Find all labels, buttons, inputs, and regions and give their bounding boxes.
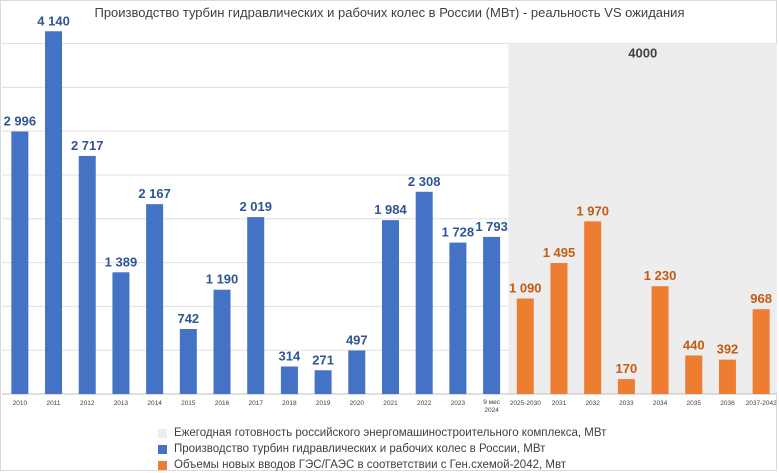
x-tick-label: 2012 bbox=[80, 400, 95, 407]
data-label: 314 bbox=[279, 348, 301, 363]
bar-production bbox=[483, 237, 500, 394]
bar-production bbox=[45, 31, 62, 394]
bar-plan bbox=[618, 379, 635, 394]
x-tick-label: 2010 bbox=[13, 400, 28, 407]
x-tick-label: 2021 bbox=[383, 400, 398, 407]
x-tick-label: 2014 bbox=[147, 400, 162, 407]
bar-production bbox=[315, 370, 332, 394]
x-tick-label: 2033 bbox=[619, 400, 634, 407]
x-tick-label: 2024 bbox=[484, 407, 499, 414]
legend-swatch-production bbox=[158, 445, 167, 454]
data-label: 2 167 bbox=[138, 186, 171, 201]
bar-production bbox=[112, 272, 129, 394]
data-label: 2 019 bbox=[239, 199, 272, 214]
data-label: 392 bbox=[717, 342, 739, 357]
x-tick-label: 2016 bbox=[215, 400, 230, 407]
data-label: 1 495 bbox=[543, 245, 576, 260]
bar-plan bbox=[719, 360, 736, 394]
bar-plan bbox=[584, 221, 601, 394]
data-label: 1 970 bbox=[576, 203, 609, 218]
bar-plan bbox=[685, 355, 702, 394]
bar-plan bbox=[550, 263, 567, 394]
legend-item-production: Производство турбин гидравлических и раб… bbox=[158, 441, 606, 457]
legend-swatch-capacity bbox=[158, 429, 167, 438]
x-tick-label: 2015 bbox=[181, 400, 196, 407]
data-label: 1 793 bbox=[475, 219, 508, 234]
bar-production bbox=[146, 204, 163, 394]
bar-production bbox=[382, 220, 399, 394]
data-label: 2 308 bbox=[408, 174, 441, 189]
legend-label-plan: Объемы новых вводов ГЭС/ГАЭС в соответст… bbox=[174, 459, 566, 471]
data-label: 1 230 bbox=[644, 268, 677, 283]
x-tick-label: 2020 bbox=[350, 400, 365, 407]
x-tick-label: 2025-2030 bbox=[510, 400, 541, 407]
x-tick-label: 2031 bbox=[552, 400, 567, 407]
bar-production bbox=[214, 290, 231, 394]
data-label: 4 140 bbox=[37, 13, 70, 28]
legend-item-capacity: Ежегодная готовность российского энергом… bbox=[158, 425, 606, 441]
data-label: 2 996 bbox=[4, 113, 37, 128]
bar-production bbox=[449, 243, 466, 394]
x-tick-label: 2018 bbox=[282, 400, 297, 407]
x-tick-label: 2035 bbox=[687, 400, 702, 407]
x-tick-label: 9 мес bbox=[483, 399, 501, 406]
data-label: 170 bbox=[616, 361, 638, 376]
x-tick-label: 2034 bbox=[653, 400, 668, 407]
bar-production bbox=[180, 329, 197, 394]
bar-plan bbox=[652, 286, 669, 394]
bar-production bbox=[281, 366, 298, 394]
data-label: 1 728 bbox=[442, 225, 475, 240]
bar-production bbox=[11, 131, 28, 394]
data-label: 1 984 bbox=[374, 202, 407, 217]
data-label: 968 bbox=[750, 291, 772, 306]
data-label: 742 bbox=[177, 311, 199, 326]
legend-item-plan: Объемы новых вводов ГЭС/ГАЭС в соответст… bbox=[158, 457, 606, 473]
data-label: 440 bbox=[683, 337, 705, 352]
bar-production bbox=[348, 350, 365, 394]
x-tick-label: 2037-2042 bbox=[746, 400, 777, 407]
legend-label-capacity: Ежегодная готовность российского энергом… bbox=[174, 427, 606, 439]
x-tick-label: 2022 bbox=[417, 400, 432, 407]
x-tick-label: 2036 bbox=[720, 400, 735, 407]
data-label: 1 190 bbox=[206, 272, 239, 287]
legend-label-production: Производство турбин гидравлических и раб… bbox=[174, 443, 545, 455]
x-tick-label: 2032 bbox=[585, 400, 600, 407]
x-tick-label: 2011 bbox=[47, 400, 61, 407]
x-tick-label: 2019 bbox=[316, 400, 331, 407]
x-tick-label: 2023 bbox=[451, 400, 466, 407]
data-label: 1 389 bbox=[105, 254, 138, 269]
legend-swatch-plan bbox=[158, 461, 167, 470]
bar-production bbox=[247, 217, 264, 394]
data-label: 497 bbox=[346, 332, 368, 347]
x-tick-label: 2013 bbox=[114, 400, 129, 407]
capacity-band-label: 4000 bbox=[628, 46, 657, 61]
bar-production bbox=[79, 156, 96, 394]
data-label: 271 bbox=[312, 352, 334, 367]
bar-plan bbox=[753, 309, 770, 394]
bar-plan bbox=[517, 298, 534, 394]
data-label: 1 090 bbox=[509, 280, 542, 295]
data-label: 2 717 bbox=[71, 138, 104, 153]
x-tick-label: 2017 bbox=[248, 400, 263, 407]
bar-production bbox=[416, 192, 433, 394]
legend: Ежегодная готовность российского энергом… bbox=[158, 425, 606, 473]
